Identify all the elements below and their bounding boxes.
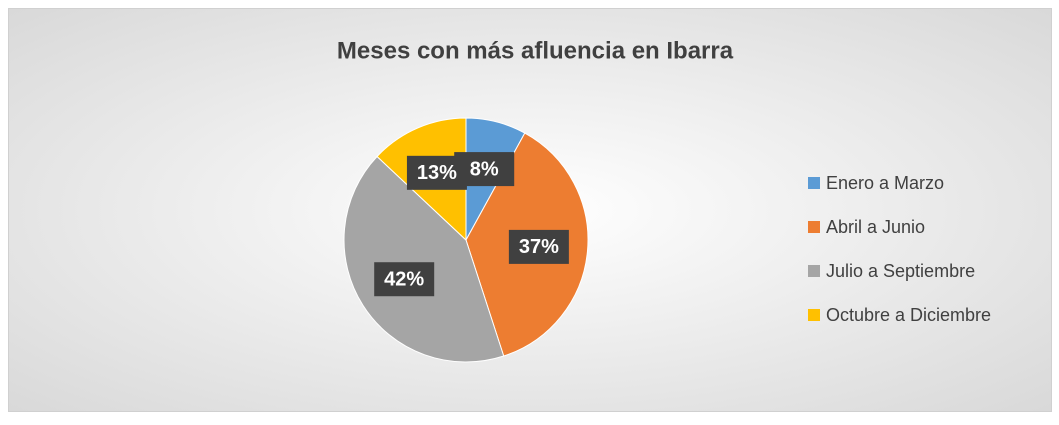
pie-slice	[343, 155, 505, 363]
legend-label: Enero a Marzo	[826, 173, 944, 193]
chart-title: Meses con más afluencia en Ibarra	[337, 37, 734, 64]
legend-swatch	[808, 265, 820, 277]
data-label-box	[406, 155, 467, 190]
legend-swatch	[808, 221, 820, 233]
legend-label: Julio a Septiembre	[826, 261, 975, 281]
data-label: 8%	[470, 158, 499, 180]
data-label-box	[374, 262, 435, 297]
data-label: 42%	[384, 269, 424, 291]
data-label: 13%	[417, 162, 457, 184]
legend-swatch	[808, 309, 820, 321]
data-label-box	[508, 229, 569, 264]
legend-swatch	[808, 177, 820, 189]
legend-label: Octubre a Diciembre	[826, 305, 991, 325]
data-label: 37%	[519, 236, 559, 258]
legend-label: Abril a Junio	[826, 217, 925, 237]
